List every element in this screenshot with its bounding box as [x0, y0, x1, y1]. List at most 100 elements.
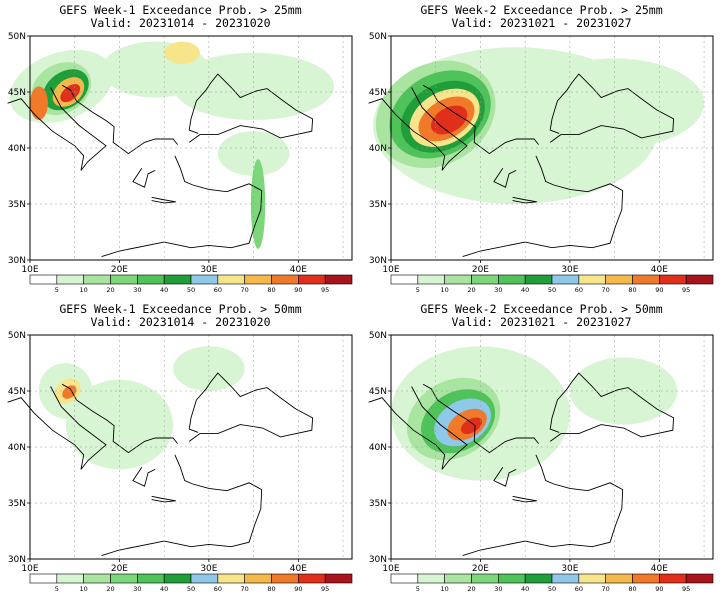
- panel-title: GEFS Week-1 Exceedance Prob. > 25mm: [59, 3, 302, 17]
- colorbar-swatch: [244, 274, 272, 285]
- colorbar-label: 20: [106, 585, 114, 593]
- coastline: [422, 383, 539, 454]
- lat-label: 35N: [8, 200, 26, 210]
- colorbar-label: 10: [441, 286, 449, 294]
- lon-label: 20E: [111, 265, 128, 275]
- colorbar-label: 40: [521, 286, 529, 294]
- coastline: [493, 167, 517, 188]
- colorbar-label: 20: [106, 286, 114, 294]
- colorbar-swatch: [190, 573, 219, 584]
- colorbar-swatch: [56, 274, 84, 285]
- colorbar-label: 70: [602, 286, 610, 294]
- colorbar-swatch: [605, 573, 633, 584]
- colorbar-swatch: [498, 274, 526, 285]
- colorbar-swatch: [551, 573, 580, 584]
- colorbar-swatch: [110, 274, 138, 285]
- lat-label: 30N: [8, 256, 26, 266]
- colorbar-label: 50: [187, 286, 195, 294]
- probability-shading: [250, 159, 266, 249]
- colorbar-swatch: [83, 573, 111, 584]
- lat-label: 40N: [8, 443, 26, 453]
- colorbar-swatch: [244, 573, 272, 584]
- lat-label: 30N: [369, 555, 387, 565]
- coastline: [151, 495, 176, 503]
- lat-label: 50N: [8, 331, 26, 341]
- coastline: [132, 167, 156, 188]
- colorbar-swatch: [498, 573, 526, 584]
- colorbar-swatch: [417, 573, 445, 584]
- coastline: [61, 383, 178, 454]
- coastline: [512, 495, 537, 503]
- coastline: [549, 372, 675, 442]
- colorbar-swatch: [471, 274, 499, 285]
- coastline: [151, 196, 176, 204]
- coastline: [132, 466, 156, 487]
- colorbar-swatch: [417, 274, 445, 285]
- colorbar-swatch: [605, 274, 633, 285]
- panel-title: GEFS Week-2 Exceedance Prob. > 25mm: [420, 3, 663, 17]
- panel-valid-dates: Valid: 20231014 - 20231020: [90, 16, 271, 30]
- colorbar-label: 10: [80, 286, 88, 294]
- colorbar-swatch: [29, 274, 58, 285]
- probability-shading: [62, 385, 77, 399]
- colorbar-swatch: [271, 274, 299, 285]
- colorbar-label: 90: [294, 286, 302, 294]
- lon-label: 30E: [561, 564, 578, 574]
- lon-label: 40E: [651, 564, 668, 574]
- colorbar-label: 50: [548, 585, 556, 593]
- colorbar-swatch: [163, 274, 192, 285]
- lat-label: 35N: [369, 200, 387, 210]
- lat-label: 40N: [8, 144, 26, 154]
- colorbar-label: 20: [467, 286, 475, 294]
- colorbar-label: 90: [655, 585, 663, 593]
- colorbar-swatch: [298, 573, 326, 584]
- coastline: [61, 84, 178, 155]
- probability-shading: [217, 131, 290, 177]
- colorbar-swatch: [110, 573, 138, 584]
- colorbar-swatch: [444, 274, 472, 285]
- colorbar-swatch: [390, 274, 419, 285]
- lat-label: 35N: [8, 499, 26, 509]
- colorbar-label: 60: [214, 585, 222, 593]
- lon-label: 10E: [21, 564, 38, 574]
- colorbar-swatch: [217, 274, 245, 285]
- lon-label: 40E: [651, 265, 668, 275]
- coastline: [368, 87, 468, 171]
- lon-label: 10E: [382, 265, 399, 275]
- colorbar-label: 70: [241, 286, 249, 294]
- colorbar-swatch: [632, 573, 660, 584]
- colorbar-label: 40: [160, 286, 168, 294]
- coastline: [188, 73, 314, 143]
- lon-label: 20E: [111, 564, 128, 574]
- colorbar-swatch: [324, 573, 353, 584]
- colorbar-label: 40: [160, 585, 168, 593]
- lat-label: 45N: [8, 387, 26, 397]
- coastline: [462, 454, 624, 557]
- colorbar-label: 95: [321, 286, 329, 294]
- lon-label: 40E: [290, 564, 307, 574]
- colorbar-swatch: [217, 573, 245, 584]
- lon-label: 30E: [200, 265, 217, 275]
- colorbar-swatch: [298, 274, 326, 285]
- lat-label: 40N: [369, 443, 387, 453]
- colorbar-label: 5: [416, 286, 420, 294]
- colorbar-label: 20: [467, 585, 475, 593]
- panel-week1-50mm: GEFS Week-1 Exceedance Prob. > 50mm Vali…: [0, 299, 361, 598]
- colorbar-label: 5: [55, 286, 59, 294]
- probability-shading: [29, 86, 48, 120]
- colorbar-label: 80: [628, 585, 636, 593]
- probability-shading: [525, 58, 705, 149]
- colorbar-label: 60: [575, 585, 583, 593]
- colorbar-label: 10: [441, 585, 449, 593]
- panel-title: GEFS Week-1 Exceedance Prob. > 50mm: [59, 302, 302, 316]
- colorbar-swatch: [524, 573, 553, 584]
- colorbar-label: 90: [294, 585, 302, 593]
- coastline: [101, 155, 263, 258]
- colorbar-label: 70: [602, 585, 610, 593]
- colorbar-swatch: [29, 573, 58, 584]
- colorbar-swatch: [685, 274, 714, 285]
- lat-label: 45N: [369, 387, 387, 397]
